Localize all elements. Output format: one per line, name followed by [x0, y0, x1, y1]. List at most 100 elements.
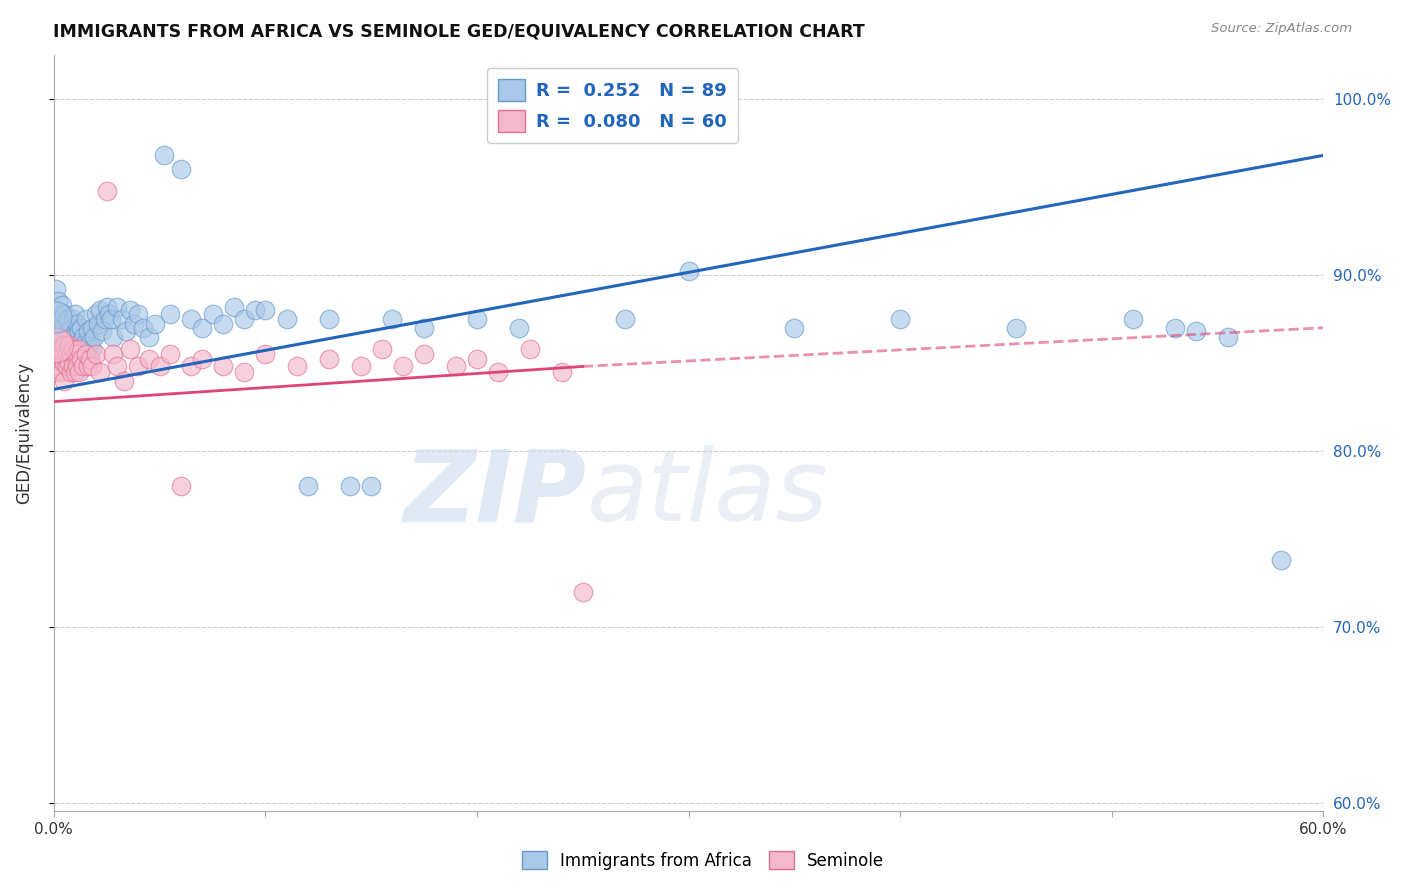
Point — [91, 324, 114, 338]
Point — [180, 312, 202, 326]
Point — [51, 298, 73, 312]
Point — [413, 347, 436, 361]
Point — [63, 347, 86, 361]
Point — [254, 303, 277, 318]
Point — [51, 312, 73, 326]
Point — [58, 356, 80, 370]
Point — [114, 324, 136, 338]
Point — [276, 312, 298, 326]
Point — [93, 312, 115, 326]
Point — [75, 334, 97, 349]
Point — [76, 359, 98, 374]
Point — [67, 347, 90, 361]
Point — [191, 320, 214, 334]
Point — [96, 300, 118, 314]
Point — [49, 320, 72, 334]
Point — [201, 307, 224, 321]
Point — [80, 320, 103, 334]
Point — [519, 342, 541, 356]
Point — [76, 347, 98, 361]
Point — [72, 329, 94, 343]
Point — [62, 312, 84, 326]
Text: Source: ZipAtlas.com: Source: ZipAtlas.com — [1212, 22, 1353, 36]
Point — [360, 479, 382, 493]
Point — [392, 359, 415, 374]
Point — [55, 359, 77, 374]
Point — [83, 329, 105, 343]
Point — [118, 342, 141, 356]
Point — [889, 312, 911, 326]
Point — [53, 374, 76, 388]
Point — [53, 307, 76, 321]
Point — [59, 365, 82, 379]
Point — [55, 347, 77, 361]
Point — [89, 365, 111, 379]
Point — [59, 347, 82, 361]
Point — [127, 359, 149, 374]
Point — [508, 320, 530, 334]
Point — [76, 324, 98, 338]
Point — [170, 162, 193, 177]
Point — [180, 359, 202, 374]
Point — [63, 307, 86, 321]
Point — [49, 329, 72, 343]
Point — [51, 365, 73, 379]
Point — [62, 329, 84, 343]
Point — [678, 264, 700, 278]
Point — [75, 312, 97, 326]
Point — [46, 329, 69, 343]
Point — [45, 342, 67, 356]
Point — [339, 479, 361, 493]
Point — [70, 334, 93, 349]
Point — [371, 342, 394, 356]
Point — [80, 359, 103, 374]
Point — [159, 307, 181, 321]
Legend: Immigrants from Africa, Seminole: Immigrants from Africa, Seminole — [515, 845, 891, 877]
Point — [49, 359, 72, 374]
Point — [66, 318, 89, 332]
Point — [153, 148, 176, 162]
Point — [89, 303, 111, 318]
Point — [254, 347, 277, 361]
Point — [118, 303, 141, 318]
Point — [67, 342, 90, 356]
Point — [97, 307, 120, 321]
Point — [46, 347, 69, 361]
Point — [1005, 320, 1028, 334]
Point — [105, 300, 128, 314]
Point — [571, 584, 593, 599]
Point — [45, 303, 67, 318]
Point — [79, 334, 101, 349]
Point — [1164, 320, 1187, 334]
Point — [58, 338, 80, 352]
Point — [1185, 324, 1208, 338]
Point — [70, 320, 93, 334]
Point — [318, 312, 340, 326]
Point — [67, 324, 90, 338]
Legend: R =  0.252   N = 89, R =  0.080   N = 60: R = 0.252 N = 89, R = 0.080 N = 60 — [488, 68, 738, 143]
Point — [233, 365, 256, 379]
Point — [67, 365, 90, 379]
Point — [45, 282, 67, 296]
Point — [170, 479, 193, 493]
Point — [87, 318, 110, 332]
Point — [465, 312, 488, 326]
Point — [138, 352, 160, 367]
Point — [63, 365, 86, 379]
Point — [1216, 329, 1239, 343]
Point — [138, 329, 160, 343]
Point — [191, 352, 214, 367]
Point — [45, 338, 67, 352]
Point — [561, 101, 583, 115]
Point — [53, 338, 76, 352]
Point — [444, 359, 467, 374]
Point — [46, 312, 69, 326]
Point — [101, 347, 124, 361]
Point — [212, 359, 235, 374]
Point — [233, 312, 256, 326]
Point — [58, 324, 80, 338]
Point — [49, 307, 72, 321]
Point — [413, 320, 436, 334]
Point — [783, 320, 806, 334]
Point — [222, 300, 245, 314]
